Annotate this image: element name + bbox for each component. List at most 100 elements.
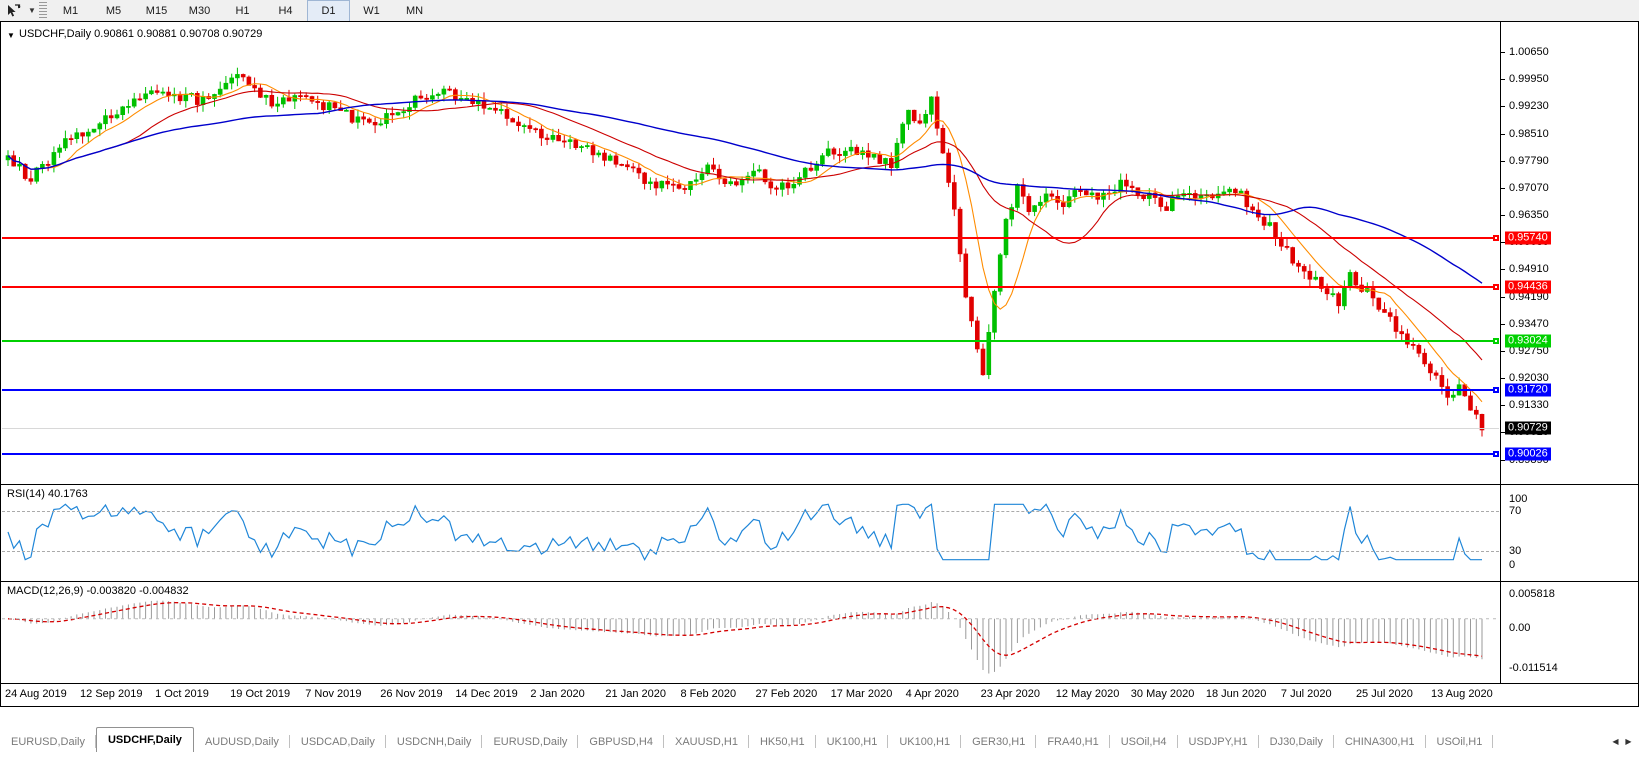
price-axis-tick — [1501, 52, 1505, 53]
timeframe-h4[interactable]: H4 — [278, 4, 293, 17]
timeframe-m15[interactable]: M15 — [145, 4, 168, 17]
time-axis-label: 25 Jul 2020 — [1355, 688, 1413, 700]
time-axis[interactable]: 24 Aug 2019 12 Sep 2019 1 Oct 2019 19 Oct 2… — [1, 683, 1638, 706]
tab-divider — [288, 735, 290, 748]
price-level-handle[interactable] — [1493, 234, 1499, 241]
chevron-right-icon[interactable]: ▶ — [1625, 737, 1632, 746]
cursor-arrow-icon[interactable] — [0, 1, 26, 21]
chart-tab-usdcnh-daily[interactable]: USDCNH,Daily — [386, 731, 483, 752]
price-pane[interactable]: ▼ USDCHF,Daily 0.90861 0.90881 0.90708 0… — [1, 22, 1638, 484]
timeframe-m1[interactable]: M1 — [62, 4, 79, 17]
price-axis-tick — [1501, 106, 1505, 108]
price-level-handle[interactable] — [1493, 284, 1499, 291]
chart-tab-usdjpy-h1[interactable]: USDJPY,H1 — [1178, 731, 1259, 752]
chart-tab-uk100-h1[interactable]: UK100,H1 — [888, 731, 962, 752]
price-level-line-support[interactable] — [2, 453, 1499, 456]
price-level-tag[interactable]: 0.90026 — [1505, 447, 1551, 461]
triangle-down-icon[interactable]: ▼ — [7, 31, 15, 40]
price-axis-label: 0.99230 — [1509, 100, 1549, 113]
price-axis[interactable]: 1.00650 0.99950 0.99230 0.98510 0.97790 0.970… — [1500, 22, 1638, 484]
price-level-line-resistance[interactable] — [2, 236, 1499, 239]
chart-tab-usdchf-daily[interactable]: USDCHF,Daily — [95, 727, 194, 752]
tab-divider — [1035, 735, 1037, 748]
price-axis-tick — [1501, 405, 1505, 407]
tab-divider — [1332, 735, 1334, 748]
price-axis-tick — [1501, 350, 1505, 352]
pane-divider-2[interactable] — [1, 581, 1638, 582]
price-axis-tick — [1501, 187, 1505, 189]
time-axis-label: 17 Mar 2020 — [830, 688, 893, 700]
price-level-tag[interactable]: 0.94436 — [1505, 280, 1551, 294]
chart-tab-dj30-daily[interactable]: DJ30,Daily — [1259, 731, 1334, 752]
chart-tab-label: USDJPY,H1 — [1188, 735, 1248, 748]
timeframe-mn[interactable]: MN — [405, 4, 424, 17]
price-axis-tick — [1501, 378, 1505, 380]
chart-tab-label: UK100,H1 — [826, 735, 878, 748]
chart-tab-ger30-h1[interactable]: GER30,H1 — [961, 731, 1037, 752]
chart-tab-usdcad-daily[interactable]: USDCAD,Daily — [290, 731, 386, 752]
macd-axis-label: -0.011514 — [1509, 662, 1558, 674]
chart-tab-hk50-h1[interactable]: HK50,H1 — [749, 731, 816, 752]
tab-divider — [1176, 735, 1178, 748]
chevron-left-icon[interactable]: ◀ — [1612, 737, 1619, 746]
chart-tab-label: USOil,H4 — [1120, 735, 1167, 748]
chart-tab-label: DJ30,Daily — [1269, 735, 1323, 748]
chart-tab-usoil-h1[interactable]: USOil,H1 — [1426, 731, 1494, 752]
price-level-handle[interactable] — [1493, 387, 1499, 394]
tab-divider — [1492, 735, 1494, 748]
macd-plot[interactable] — [2, 582, 1499, 685]
chevron-down-icon[interactable]: ▼ — [28, 6, 36, 15]
price-axis-tick — [1501, 242, 1505, 244]
time-axis-label: 13 Aug 2020 — [1431, 688, 1493, 700]
toolbar-grip[interactable] — [39, 2, 47, 19]
chart-tab-usoil-h4[interactable]: USOil,H4 — [1110, 731, 1178, 752]
chart-tab-xauusd-h1[interactable]: XAUUSD,H1 — [664, 731, 749, 752]
price-level-line-pivot[interactable] — [2, 339, 1499, 342]
price-level-handle[interactable] — [1493, 451, 1499, 458]
price-axis-label: 0.99950 — [1509, 73, 1549, 86]
price-level-tag[interactable]: 0.95740 — [1505, 231, 1551, 245]
price-level-tag[interactable]: 0.93024 — [1505, 334, 1551, 348]
time-axis-label: 26 Nov 2019 — [380, 688, 443, 700]
time-axis-label: 7 Jul 2020 — [1280, 688, 1332, 700]
price-level-line-support[interactable] — [2, 389, 1499, 392]
chart-tab-label: USOil,H1 — [1436, 735, 1483, 748]
price-axis-tick — [1501, 79, 1505, 81]
price-axis-tick — [1501, 215, 1505, 217]
chart-tab-label: AUDUSD,Daily — [204, 735, 279, 748]
price-level-tag[interactable]: 0.91720 — [1505, 383, 1551, 397]
macd-pane[interactable]: MACD(12,26,9) -0.003820 -0.004832 0.0058… — [1, 582, 1638, 685]
chart-tab-fra40-h1[interactable]: FRA40,H1 — [1036, 731, 1110, 752]
tab-divider — [887, 735, 889, 748]
rsi-axis-label: 70 — [1509, 505, 1522, 517]
price-plot[interactable] — [2, 22, 1499, 484]
chart-tab-label: FRA40,H1 — [1047, 735, 1099, 748]
price-level-line-resistance[interactable] — [2, 286, 1499, 289]
macd-axis-label: 0.005818 — [1509, 588, 1555, 600]
chart-tab-label: HK50,H1 — [759, 735, 805, 748]
rsi-plot[interactable] — [2, 485, 1499, 581]
chart-tab-eurusd-daily[interactable]: EURUSD,Daily — [0, 731, 96, 752]
time-axis-label: 27 Feb 2020 — [755, 688, 818, 700]
timeframe-w1[interactable]: W1 — [363, 4, 380, 17]
chart-frame[interactable]: ▼ USDCHF,Daily 0.90861 0.90881 0.90708 0… — [0, 21, 1639, 707]
timeframe-d1[interactable]: D1 — [307, 0, 350, 22]
tab-divider — [481, 735, 483, 748]
chart-tab-uk100-h1[interactable]: UK100,H1 — [816, 731, 889, 752]
chart-tab-eurusd-daily[interactable]: EURUSD,Daily — [482, 731, 579, 752]
price-axis-label: 0.94910 — [1509, 263, 1549, 276]
chart-tab-china300-h1[interactable]: CHINA300,H1 — [1334, 731, 1426, 752]
chart-tab-audusd-daily[interactable]: AUDUSD,Daily — [194, 731, 290, 752]
timeframe-h1[interactable]: H1 — [235, 4, 250, 17]
chart-tab-gbpusd-h4[interactable]: GBPUSD,H4 — [578, 731, 664, 752]
rsi-pane[interactable]: RSI(14) 40.1763 100 70 30 0 — [1, 485, 1638, 581]
rsi-level-30 — [2, 551, 1499, 552]
timeframe-m5[interactable]: M5 — [105, 4, 122, 17]
time-axis-label: 19 Oct 2019 — [230, 688, 291, 700]
tab-divider — [960, 735, 962, 748]
pane-divider[interactable] — [1, 484, 1638, 485]
tab-divider — [1108, 735, 1110, 748]
price-level-handle[interactable] — [1493, 337, 1499, 344]
timeframe-m30[interactable]: M30 — [188, 4, 211, 17]
rsi-axis-label: 0 — [1509, 559, 1516, 571]
